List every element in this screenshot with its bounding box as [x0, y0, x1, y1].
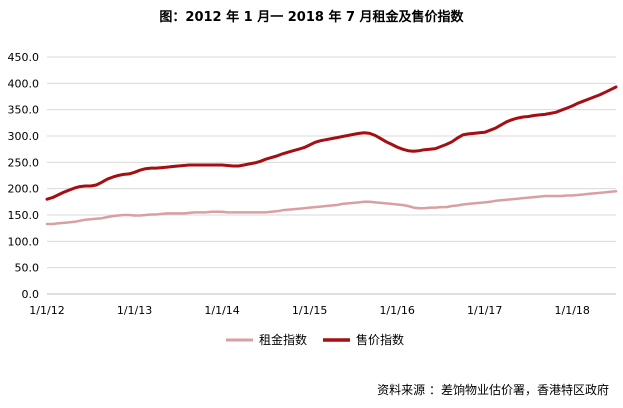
legend-label: 售价指数 — [356, 332, 404, 347]
legend-label: 租金指数 — [259, 332, 307, 347]
x-tick-label: 1/1/12 — [29, 304, 64, 317]
series-lines — [45, 85, 618, 226]
x-tick-label: 1/1/17 — [467, 304, 502, 317]
gridlines — [47, 56, 616, 269]
x-tick-label: 1/1/14 — [204, 304, 239, 317]
legend: 租金指数 售价指数 — [226, 332, 404, 347]
y-tick-label: 100.0 — [8, 235, 40, 248]
x-tick-label: 1/1/16 — [379, 304, 414, 317]
x-tick-label: 1/1/13 — [117, 304, 152, 317]
chart-title: 图：2012 年 1 月一 2018 年 7 月租金及售价指数 — [159, 10, 464, 25]
y-tick-label: 450.0 — [8, 51, 40, 64]
y-tick-label: 300.0 — [8, 130, 40, 143]
source-note: 资料来源 ：差饷物业估价署，香港特区政府 — [377, 383, 609, 397]
axes: 0.0 50.0 100.0 150.0 200.0 250.0 300.0 350.0 400… — [8, 51, 616, 317]
series-line-price-index — [45, 85, 618, 201]
y-tick-label: 150.0 — [8, 209, 40, 222]
y-tick-label: 400.0 — [8, 77, 40, 90]
y-tick-label: 0.0 — [22, 288, 40, 301]
y-tick-label: 350.0 — [8, 104, 40, 117]
x-tick-label: 1/1/15 — [292, 304, 327, 317]
y-tick-label: 200.0 — [8, 183, 40, 196]
y-tick-label: 50.0 — [15, 262, 40, 275]
series-line-rent-index — [45, 190, 618, 226]
x-tick-label: 1/1/18 — [555, 304, 590, 317]
y-tick-label: 250.0 — [8, 156, 40, 169]
